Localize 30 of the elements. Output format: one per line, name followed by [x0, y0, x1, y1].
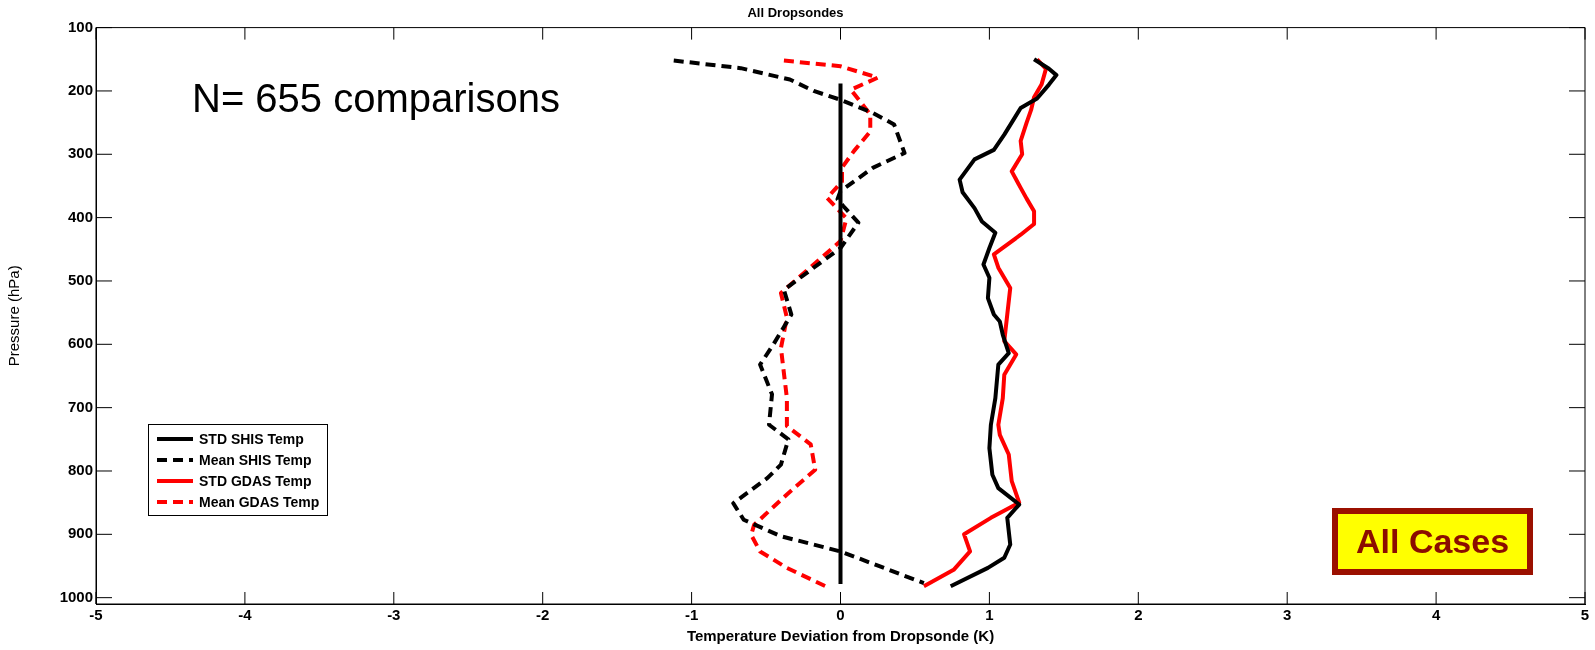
x-axis-title: Temperature Deviation from Dropsonde (K): [686, 627, 995, 645]
chart-title: All Dropsondes: [747, 5, 844, 21]
x-tick-label: 0: [836, 606, 845, 624]
y-tick-label: 700: [67, 397, 93, 415]
legend-label: Mean GDAS Temp: [199, 493, 320, 510]
y-tick-label: 300: [67, 144, 93, 162]
y-tick-label: 200: [67, 81, 93, 99]
y-tick-label: 800: [67, 461, 93, 479]
y-tick-label: 100: [67, 17, 93, 35]
x-tick-label: 5: [1580, 606, 1590, 624]
x-tick-label: -2: [536, 606, 550, 624]
x-tick-label: 2: [1134, 606, 1143, 624]
y-tick-label: 400: [67, 207, 93, 225]
y-tick-label: 1000: [59, 587, 93, 605]
y-tick-label: 600: [67, 334, 93, 352]
y-axis-title: Pressure (hPa): [5, 265, 23, 367]
legend-label: STD GDAS Temp: [199, 472, 312, 489]
x-tick-label: -5: [89, 606, 103, 624]
annotation: All Cases: [1332, 508, 1534, 575]
y-tick-label: 500: [67, 271, 93, 289]
x-tick-label: 4: [1431, 606, 1441, 624]
x-tick-label: -4: [238, 606, 253, 624]
legend-label: Mean SHIS Temp: [199, 451, 312, 468]
y-tick-label: 900: [67, 524, 93, 542]
legend-label: STD SHIS Temp: [199, 430, 304, 447]
x-tick-label: 1: [985, 606, 994, 624]
x-tick-label: -1: [684, 606, 699, 624]
x-tick-label: -3: [387, 606, 401, 624]
annotation: N= 655 comparisons: [192, 75, 560, 121]
x-tick-label: 3: [1283, 606, 1292, 624]
